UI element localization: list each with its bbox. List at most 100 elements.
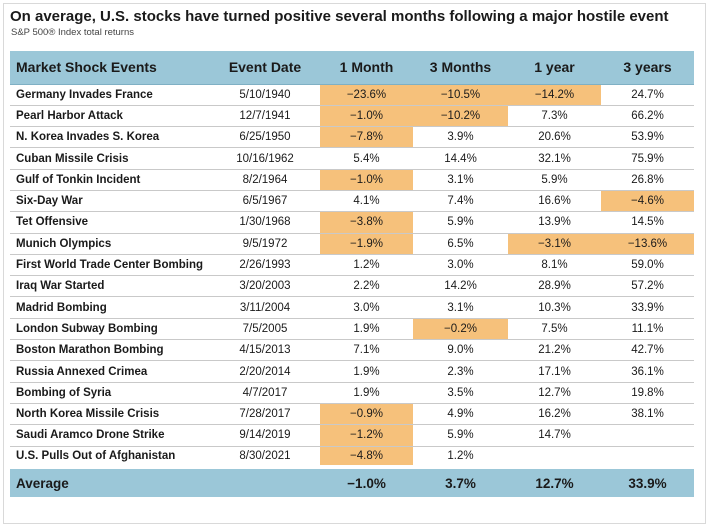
table-row: North Korea Missile Crisis 7/28/2017 −0.9%…	[10, 403, 694, 426]
table-row: Saudi Aramco Drone Strike 9/14/2019 −1.2% 5…	[10, 424, 694, 447]
event-name-cell: Iraq War Started	[10, 275, 210, 298]
column-header-3-years: 3 years	[601, 51, 694, 85]
return-1-year-cell: 17.1%	[508, 360, 601, 383]
event-date-cell: 6/5/1967	[210, 190, 320, 213]
event-date-cell: 3/11/2004	[210, 296, 320, 319]
column-header-1-year: 1 year	[508, 51, 601, 85]
column-header-event: Market Shock Events	[10, 51, 210, 85]
event-date-cell: 9/5/1972	[210, 233, 320, 255]
event-name-cell: Boston Marathon Bombing	[10, 339, 210, 362]
return-1-month-cell: 1.9%	[320, 318, 413, 341]
return-3-years-cell: 19.8%	[601, 382, 694, 404]
chart-subtitle: S&P 500® Index total returns	[11, 27, 135, 38]
return-1-year-cell: 32.1%	[508, 147, 601, 170]
average-3-years: 33.9%	[601, 465, 694, 498]
return-3-months-cell: 5.9%	[413, 424, 508, 447]
return-1-month-cell: 1.2%	[320, 254, 413, 277]
return-3-years-cell: 38.1%	[601, 403, 694, 426]
returns-table: Market Shock Events Event Date 1 Month 3…	[10, 51, 694, 498]
event-name-cell: First World Trade Center Bombing	[10, 254, 210, 277]
return-1-month-cell: −1.0%	[320, 169, 413, 191]
table-row: Munich Olympics 9/5/1972 −1.9% 6.5% −3.1% −13…	[10, 233, 694, 255]
event-date-cell: 12/7/1941	[210, 105, 320, 128]
event-name-cell: Russia Annexed Crimea	[10, 360, 210, 383]
return-1-month-cell: 1.9%	[320, 360, 413, 383]
return-1-year-cell: 8.1%	[508, 254, 601, 277]
average-row: Average −1.0% 3.7% 12.7% 33.9%	[10, 465, 694, 498]
return-3-months-cell: 1.2%	[413, 446, 508, 468]
event-date-cell: 4/15/2013	[210, 339, 320, 362]
table-row: Gulf of Tonkin Incident 8/2/1964 −1.0% 3.1%…	[10, 169, 694, 191]
table-row: Tet Offensive 1/30/1968 −3.8% 5.9% 13.9% 14.5…	[10, 211, 694, 234]
event-date-cell: 3/20/2003	[210, 275, 320, 298]
return-3-months-cell: 4.9%	[413, 403, 508, 426]
average-label: Average	[10, 465, 210, 498]
return-1-month-cell: −4.8%	[320, 446, 413, 468]
chart-frame	[3, 3, 706, 524]
average-1-month: −1.0%	[320, 465, 413, 498]
return-1-year-cell: 16.2%	[508, 403, 601, 426]
table-row: Bombing of Syria 4/7/2017 1.9% 3.5% 12.7% 19.…	[10, 382, 694, 404]
return-3-months-cell: −10.5%	[413, 84, 508, 106]
return-1-month-cell: −3.8%	[320, 211, 413, 234]
table-row: Madrid Bombing 3/11/2004 3.0% 3.1% 10.3% 33.9…	[10, 296, 694, 319]
table-row: Germany Invades France 5/10/1940 −23.6% −10…	[10, 84, 694, 106]
return-1-month-cell: 1.9%	[320, 382, 413, 404]
return-3-months-cell: 3.1%	[413, 296, 508, 319]
return-1-month-cell: −1.9%	[320, 233, 413, 255]
return-1-month-cell: 7.1%	[320, 339, 413, 362]
event-date-cell: 2/26/1993	[210, 254, 320, 277]
table-row: First World Trade Center Bombing 2/26/199…	[10, 254, 694, 277]
event-date-cell: 9/14/2019	[210, 424, 320, 447]
return-1-month-cell: 2.2%	[320, 275, 413, 298]
table-row: Pearl Harbor Attack 12/7/1941 −1.0% −10.2% 7…	[10, 105, 694, 128]
average-3-months: 3.7%	[413, 465, 508, 498]
return-3-months-cell: −0.2%	[413, 318, 508, 341]
event-date-cell: 2/20/2014	[210, 360, 320, 383]
event-name-cell: Saudi Aramco Drone Strike	[10, 424, 210, 447]
return-3-years-cell: −4.6%	[601, 190, 694, 213]
return-1-year-cell: 7.3%	[508, 105, 601, 128]
table-row: London Subway Bombing 7/5/2005 1.9% −0.2% 7.…	[10, 318, 694, 341]
table-row: Boston Marathon Bombing 4/15/2013 7.1% 9.0%…	[10, 339, 694, 362]
event-date-cell: 7/5/2005	[210, 318, 320, 341]
chart-title: On average, U.S. stocks have turned posi…	[10, 8, 669, 25]
return-3-months-cell: 3.5%	[413, 382, 508, 404]
event-name-cell: U.S. Pulls Out of Afghanistan	[10, 446, 210, 468]
return-3-years-cell: 75.9%	[601, 147, 694, 170]
return-1-year-cell: 5.9%	[508, 169, 601, 191]
event-name-cell: Gulf of Tonkin Incident	[10, 169, 210, 191]
return-3-years-cell: 33.9%	[601, 296, 694, 319]
event-date-cell: 6/25/1950	[210, 126, 320, 149]
average-date-cell	[210, 465, 320, 498]
table-row: Russia Annexed Crimea 2/20/2014 1.9% 2.3% 17…	[10, 360, 694, 383]
table-row: Iraq War Started 3/20/2003 2.2% 14.2% 28.9% 5…	[10, 275, 694, 298]
event-date-cell: 8/30/2021	[210, 446, 320, 468]
event-name-cell: Pearl Harbor Attack	[10, 105, 210, 128]
return-1-month-cell: −1.0%	[320, 105, 413, 128]
return-1-month-cell: 5.4%	[320, 147, 413, 170]
table-row: Cuban Missile Crisis 10/16/1962 5.4% 14.4% 3…	[10, 147, 694, 170]
return-3-months-cell: −10.2%	[413, 105, 508, 128]
header-row: Market Shock Events Event Date 1 Month 3…	[10, 51, 694, 85]
return-1-year-cell: 20.6%	[508, 126, 601, 149]
column-header-1-month: 1 Month	[320, 51, 413, 85]
event-name-cell: Germany Invades France	[10, 84, 210, 106]
event-name-cell: Bombing of Syria	[10, 382, 210, 404]
return-1-month-cell: −7.8%	[320, 126, 413, 149]
return-3-years-cell: 36.1%	[601, 360, 694, 383]
return-3-years-cell: 57.2%	[601, 275, 694, 298]
event-name-cell: North Korea Missile Crisis	[10, 403, 210, 426]
event-name-cell: Tet Offensive	[10, 211, 210, 234]
table-row: N. Korea Invades S. Korea 6/25/1950 −7.8% 3…	[10, 126, 694, 149]
return-3-months-cell: 3.1%	[413, 169, 508, 191]
event-date-cell: 5/10/1940	[210, 84, 320, 106]
return-3-months-cell: 14.4%	[413, 147, 508, 170]
return-1-month-cell: −1.2%	[320, 424, 413, 447]
event-date-cell: 10/16/1962	[210, 147, 320, 170]
return-1-year-cell: 28.9%	[508, 275, 601, 298]
return-3-years-cell: 11.1%	[601, 318, 694, 341]
return-3-years-cell: −13.6%	[601, 233, 694, 255]
return-3-years-cell: 14.5%	[601, 211, 694, 234]
return-3-months-cell: 3.0%	[413, 254, 508, 277]
